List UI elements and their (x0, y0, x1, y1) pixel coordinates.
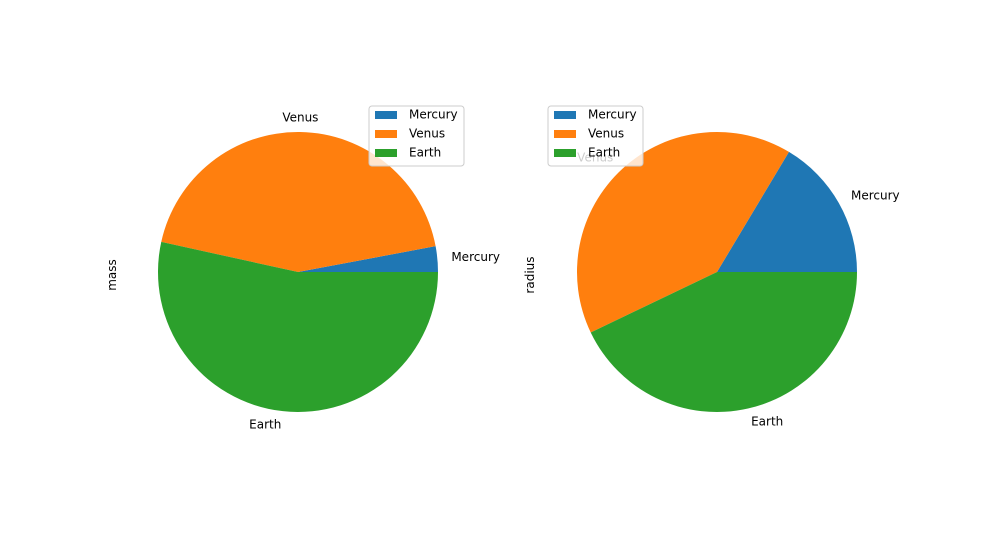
pie-slice-earth (158, 241, 438, 412)
legend-label-venus: Venus (409, 127, 445, 141)
legend-swatch-earth (554, 149, 576, 157)
radius-ylabel: radius (523, 256, 537, 293)
radius-pie-slices (577, 132, 857, 412)
pie-slice-venus (577, 132, 789, 333)
legend-label-mercury: Mercury (588, 108, 637, 122)
pie-slice-venus (161, 131, 436, 272)
legend-swatch-earth (375, 149, 397, 157)
slice-label-venus: Venus (282, 111, 318, 125)
mass-legend: Mercury Venus Earth (368, 105, 465, 167)
radius-legend: Mercury Venus Earth (547, 105, 644, 167)
legend-swatch-mercury (375, 111, 397, 119)
mass-pie-chart: mass Mercury Venus Earth Mercury Venus Earth (105, 105, 500, 432)
legend-swatch-venus (554, 130, 576, 138)
legend-swatch-mercury (554, 111, 576, 119)
pie-slice-earth (590, 272, 857, 412)
mass-pie-labels: Mercury Venus Earth (249, 111, 500, 432)
pie-slice-mercury (298, 246, 438, 272)
mass-pie-slices (158, 131, 438, 412)
slice-label-earth: Earth (751, 415, 783, 429)
slice-label-mercury: Mercury (451, 250, 500, 264)
legend-label-earth: Earth (409, 146, 441, 160)
legend-label-venus: Venus (588, 127, 624, 141)
legend-label-mercury: Mercury (409, 108, 458, 122)
mass-ylabel: mass (105, 259, 119, 291)
legend-label-earth: Earth (588, 146, 620, 160)
slice-label-mercury: Mercury (851, 189, 900, 203)
radius-pie-chart: radius Mercury Venus Earth Mercury Venus Ear… (523, 105, 900, 429)
slice-label-earth: Earth (249, 418, 281, 432)
legend-swatch-venus (375, 130, 397, 138)
pie-slice-mercury (717, 151, 857, 272)
